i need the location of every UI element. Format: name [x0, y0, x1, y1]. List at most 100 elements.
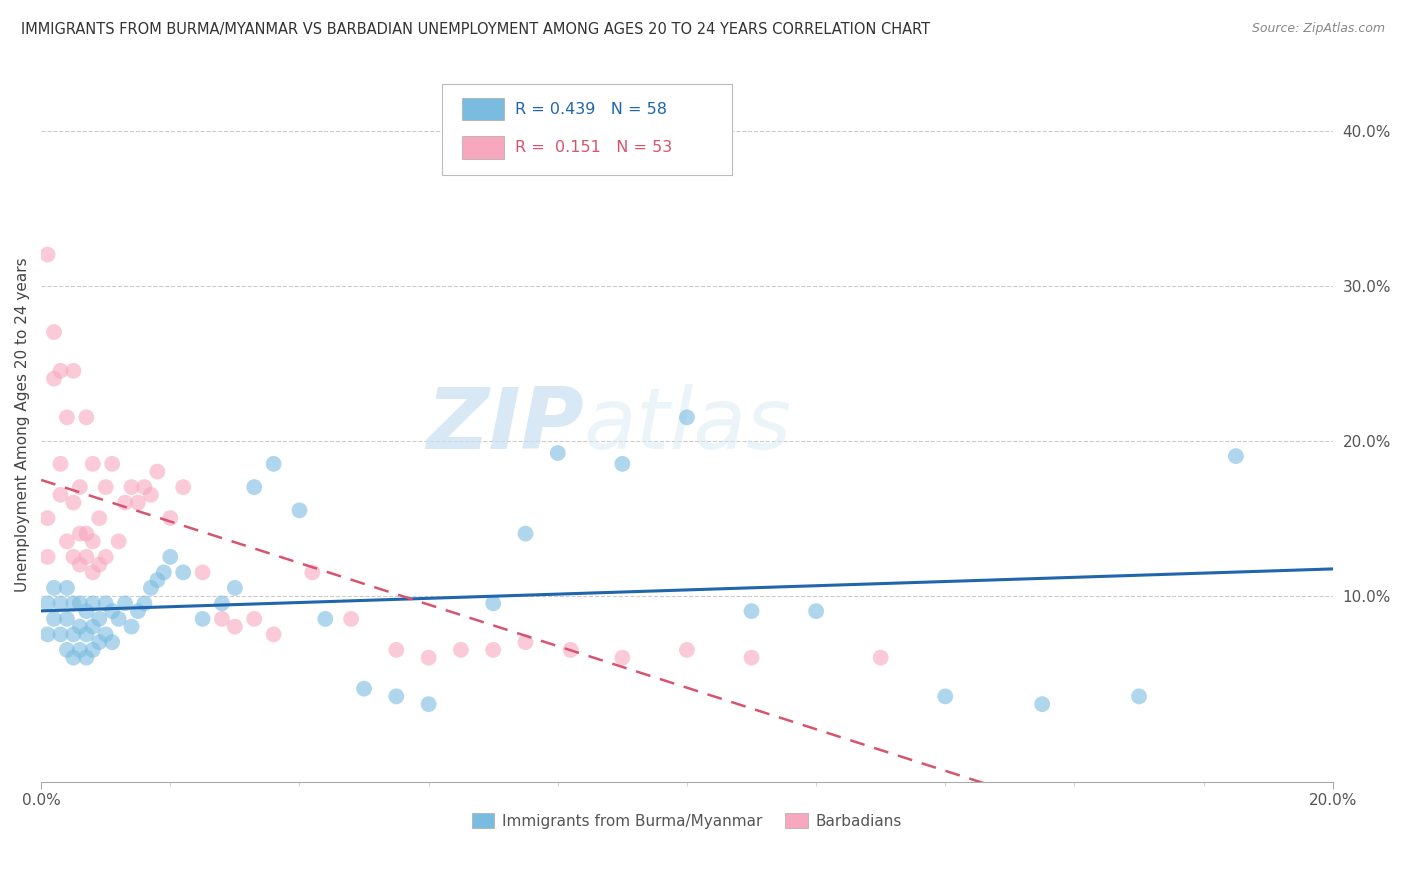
- Point: [515, 635, 537, 649]
- Point: [482, 596, 505, 610]
- Point: [741, 604, 763, 618]
- Point: [37, 627, 59, 641]
- Point: [515, 526, 537, 541]
- Point: [172, 480, 194, 494]
- Text: ZIP: ZIP: [426, 384, 583, 467]
- Point: [418, 650, 440, 665]
- Point: [547, 446, 569, 460]
- Point: [139, 488, 162, 502]
- Point: [191, 612, 214, 626]
- Point: [82, 534, 104, 549]
- Point: [612, 650, 634, 665]
- Point: [49, 596, 72, 610]
- Point: [385, 690, 408, 704]
- Point: [42, 612, 65, 626]
- Point: [82, 566, 104, 580]
- Text: atlas: atlas: [583, 384, 792, 467]
- Point: [224, 581, 246, 595]
- FancyBboxPatch shape: [441, 84, 733, 176]
- Point: [75, 627, 97, 641]
- Point: [146, 465, 169, 479]
- Point: [62, 364, 84, 378]
- Point: [37, 247, 59, 261]
- Point: [243, 612, 266, 626]
- Point: [934, 690, 956, 704]
- Point: [114, 495, 136, 509]
- Point: [62, 627, 84, 641]
- Point: [263, 627, 285, 641]
- Point: [37, 549, 59, 564]
- Point: [211, 596, 233, 610]
- FancyBboxPatch shape: [463, 136, 503, 159]
- Point: [82, 643, 104, 657]
- Point: [69, 619, 91, 633]
- Point: [385, 643, 408, 657]
- Point: [101, 635, 124, 649]
- Point: [82, 619, 104, 633]
- Point: [159, 549, 181, 564]
- Point: [37, 596, 59, 610]
- Point: [49, 457, 72, 471]
- Point: [56, 410, 79, 425]
- Point: [89, 612, 111, 626]
- Point: [69, 596, 91, 610]
- Point: [49, 488, 72, 502]
- Point: [82, 596, 104, 610]
- Point: [288, 503, 311, 517]
- Point: [56, 534, 79, 549]
- Y-axis label: Unemployment Among Ages 20 to 24 years: Unemployment Among Ages 20 to 24 years: [15, 258, 30, 592]
- Point: [134, 596, 156, 610]
- Point: [211, 612, 233, 626]
- Point: [804, 604, 827, 618]
- Point: [75, 650, 97, 665]
- Point: [37, 511, 59, 525]
- Point: [340, 612, 363, 626]
- Point: [75, 526, 97, 541]
- Point: [56, 612, 79, 626]
- Point: [121, 480, 143, 494]
- Point: [612, 457, 634, 471]
- Point: [89, 635, 111, 649]
- FancyBboxPatch shape: [463, 97, 503, 120]
- Point: [146, 573, 169, 587]
- Point: [418, 697, 440, 711]
- Point: [56, 643, 79, 657]
- Point: [89, 511, 111, 525]
- Text: Source: ZipAtlas.com: Source: ZipAtlas.com: [1251, 22, 1385, 36]
- Point: [49, 627, 72, 641]
- Point: [107, 534, 129, 549]
- Point: [69, 480, 91, 494]
- Point: [75, 549, 97, 564]
- Point: [263, 457, 285, 471]
- Point: [134, 480, 156, 494]
- Point: [107, 612, 129, 626]
- Point: [676, 643, 699, 657]
- Point: [114, 596, 136, 610]
- Point: [243, 480, 266, 494]
- Point: [224, 619, 246, 633]
- Point: [42, 581, 65, 595]
- Point: [159, 511, 181, 525]
- Point: [94, 627, 117, 641]
- Point: [69, 558, 91, 572]
- Point: [69, 643, 91, 657]
- Point: [353, 681, 375, 696]
- Legend: Immigrants from Burma/Myanmar, Barbadians: Immigrants from Burma/Myanmar, Barbadian…: [465, 806, 908, 835]
- Point: [94, 549, 117, 564]
- Point: [560, 643, 582, 657]
- Point: [127, 495, 149, 509]
- Point: [49, 364, 72, 378]
- Point: [121, 619, 143, 633]
- Point: [127, 604, 149, 618]
- Text: IMMIGRANTS FROM BURMA/MYANMAR VS BARBADIAN UNEMPLOYMENT AMONG AGES 20 TO 24 YEAR: IMMIGRANTS FROM BURMA/MYANMAR VS BARBADI…: [21, 22, 931, 37]
- Point: [42, 325, 65, 339]
- Point: [301, 566, 323, 580]
- Point: [89, 558, 111, 572]
- Point: [450, 643, 472, 657]
- Point: [1128, 690, 1150, 704]
- Point: [62, 495, 84, 509]
- Point: [62, 596, 84, 610]
- Point: [94, 596, 117, 610]
- Point: [101, 604, 124, 618]
- Point: [482, 643, 505, 657]
